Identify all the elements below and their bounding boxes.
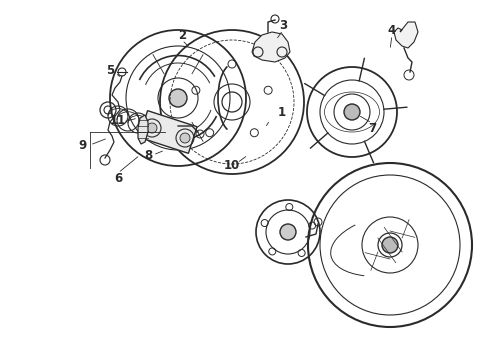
Circle shape bbox=[147, 123, 157, 133]
Text: 4: 4 bbox=[388, 23, 396, 36]
Circle shape bbox=[382, 237, 398, 253]
Polygon shape bbox=[394, 22, 418, 48]
Text: 8: 8 bbox=[144, 149, 152, 162]
Text: 5: 5 bbox=[106, 63, 114, 77]
Polygon shape bbox=[139, 111, 197, 153]
Text: 9: 9 bbox=[78, 139, 86, 152]
Circle shape bbox=[280, 224, 296, 240]
Text: 10: 10 bbox=[224, 158, 240, 171]
Circle shape bbox=[180, 133, 190, 143]
Text: 7: 7 bbox=[368, 122, 376, 135]
Text: 3: 3 bbox=[279, 18, 287, 32]
Text: 2: 2 bbox=[178, 28, 186, 41]
Polygon shape bbox=[252, 32, 290, 62]
Text: 6: 6 bbox=[114, 171, 122, 185]
Circle shape bbox=[344, 104, 360, 120]
Polygon shape bbox=[138, 115, 148, 144]
Circle shape bbox=[169, 89, 187, 107]
Text: 11: 11 bbox=[110, 113, 126, 126]
Text: 1: 1 bbox=[278, 105, 286, 118]
